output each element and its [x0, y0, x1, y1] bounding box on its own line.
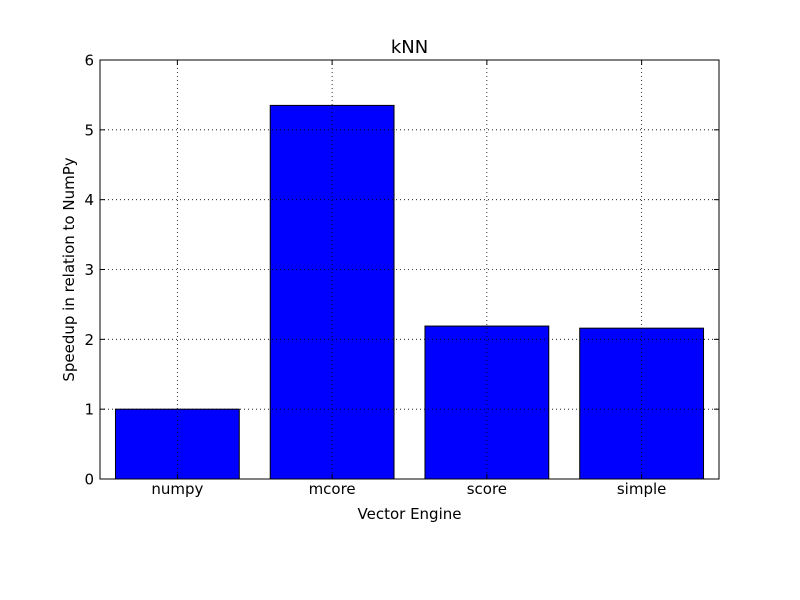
chart-title: kNN [391, 37, 428, 58]
bars [114, 104, 705, 480]
y-tick-label: 3 [84, 261, 94, 279]
y-tick-label: 1 [84, 401, 94, 419]
x-tick-label-score: score [467, 480, 507, 498]
y-axis-ticks: 0 1 2 3 4 5 6 [84, 52, 719, 489]
bar-score [424, 325, 550, 480]
bar-simple [579, 327, 705, 480]
x-axis-label: Vector Engine [358, 505, 462, 523]
y-tick-label: 5 [84, 121, 94, 139]
x-tick-label-numpy: numpy [151, 480, 203, 498]
y-tick-label: 2 [84, 331, 94, 349]
y-tick-label: 0 [84, 471, 94, 489]
y-tick-label: 6 [84, 52, 94, 70]
y-tick-label: 4 [84, 191, 94, 209]
x-axis-ticks: numpy mcore score simple [151, 60, 666, 498]
x-tick-label-simple: simple [617, 480, 667, 498]
y-axis-label: Speedup in relation to NumPy [60, 157, 78, 381]
x-tick-label-mcore: mcore [309, 480, 356, 498]
